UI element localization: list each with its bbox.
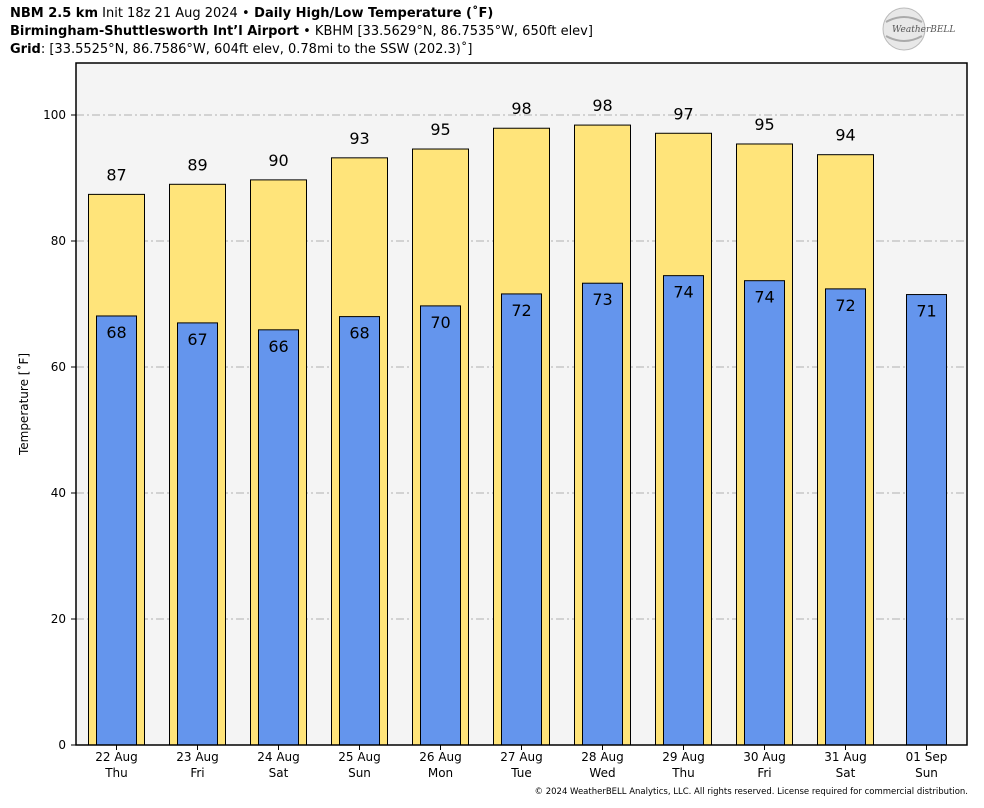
grid-info: : [33.5525°N, 86.7586°W, 604ft elev, 0.7…	[40, 42, 473, 57]
x-tick-date: 26 Aug	[419, 750, 462, 764]
low-temp-bar	[663, 275, 704, 746]
bar-labels: 87 68 89 67 90 66 93 68 95 70 98 72 98 73 97 74 95 74 94 72…	[106, 96, 936, 356]
y-tick-label: 80	[51, 234, 66, 248]
low-temp-label: 74	[673, 283, 693, 302]
x-tick-day: Sat	[836, 766, 856, 780]
separator: •	[241, 6, 250, 21]
low-temp-bar	[339, 316, 380, 746]
high-temp-label: 98	[511, 99, 531, 118]
svg-text:WeatherBELL: WeatherBELL	[892, 25, 955, 35]
header-line-1: NBM 2.5 km Init 18z 21 Aug 2024 • Daily …	[10, 5, 493, 22]
high-temp-label: 87	[106, 165, 126, 184]
x-tick-day: Sun	[915, 766, 938, 780]
x-tick-date: 29 Aug	[662, 750, 705, 764]
low-temp-bar	[744, 280, 785, 746]
x-tick-day: Sat	[269, 766, 289, 780]
model-name: NBM 2.5 km	[10, 6, 98, 21]
plot-frame	[75, 62, 968, 746]
header-line-3: Grid: [33.5525°N, 86.7586°W, 604ft elev,…	[10, 41, 472, 58]
x-tick-day: Thu	[104, 766, 128, 780]
high-temp-label: 89	[187, 155, 207, 174]
low-temp-label: 71	[916, 302, 936, 321]
high-temp-label: 94	[835, 126, 855, 145]
low-temp-label: 72	[511, 301, 531, 320]
low-temp-label: 74	[754, 288, 774, 307]
init-time: Init 18z 21 Aug 2024	[98, 6, 242, 21]
low-temp-label: 70	[430, 313, 450, 332]
x-tick-date: 31 Aug	[824, 750, 867, 764]
low-temp-bar	[582, 282, 623, 746]
x-tick-date: 30 Aug	[743, 750, 786, 764]
chart-title: Daily High/Low Temperature (˚F)	[249, 6, 494, 21]
separator: •	[298, 24, 315, 39]
grid-label: Grid	[10, 42, 41, 57]
x-tick-day: Sun	[348, 766, 371, 780]
x-tick-date: 01 Sep	[906, 750, 948, 764]
low-temp-bar	[825, 288, 866, 746]
x-tick-day: Wed	[589, 766, 615, 780]
low-temp-bar	[906, 294, 947, 746]
low-temp-label: 68	[106, 323, 126, 342]
high-temp-label: 95	[754, 115, 774, 134]
y-tick-label: 20	[51, 612, 66, 626]
weatherbell-logo: WeatherBELL	[882, 7, 955, 51]
low-temp-label: 72	[835, 296, 855, 315]
y-tick-label: 100	[43, 108, 66, 122]
high-temp-label: 97	[673, 104, 693, 123]
high-temp-label: 98	[592, 96, 612, 115]
x-tick-day: Fri	[757, 766, 771, 780]
x-tick-day: Thu	[671, 766, 695, 780]
x-tick-date: 28 Aug	[581, 750, 624, 764]
y-axis: 0 20 40 60 80 100	[43, 108, 76, 752]
header-line-2: Birmingham-Shuttlesworth Int’l Airport •…	[10, 23, 593, 40]
x-tick-date: 23 Aug	[176, 750, 219, 764]
low-temp-bar	[177, 322, 218, 746]
low-temp-label: 66	[268, 337, 288, 356]
x-tick-day: Tue	[510, 766, 532, 780]
x-tick-day: Fri	[190, 766, 204, 780]
copyright-notice: © 2024 WeatherBELL Analytics, LLC. All r…	[534, 787, 968, 797]
x-tick-day: Mon	[428, 766, 453, 780]
y-axis-label: Temperature [˚F]	[16, 353, 31, 456]
low-temp-label: 68	[349, 324, 369, 343]
low-temp-label: 67	[187, 330, 207, 349]
y-tick-label: 0	[58, 738, 66, 752]
low-temp-label: 73	[592, 290, 612, 309]
low-temp-bar	[96, 315, 137, 746]
bar-group	[88, 124, 947, 746]
x-tick-date: 22 Aug	[95, 750, 138, 764]
high-temp-label: 90	[268, 151, 288, 170]
x-tick-date: 27 Aug	[500, 750, 543, 764]
x-tick-date: 25 Aug	[338, 750, 381, 764]
x-axis: 22 Aug Thu 23 Aug Fri 24 Aug Sat 25 Aug Sun 26 A…	[95, 745, 947, 780]
y-tick-label: 60	[51, 360, 66, 374]
station-info: KBHM [33.5629°N, 86.7535°W, 650ft elev]	[314, 24, 593, 39]
low-temp-bar	[258, 329, 299, 746]
high-temp-label: 93	[349, 129, 369, 148]
low-temp-bar	[501, 293, 542, 746]
station-name: Birmingham-Shuttlesworth Int’l Airport	[10, 24, 299, 39]
x-tick-date: 24 Aug	[257, 750, 300, 764]
high-temp-label: 95	[430, 120, 450, 139]
y-tick-label: 40	[51, 486, 66, 500]
low-temp-bar	[420, 305, 461, 746]
